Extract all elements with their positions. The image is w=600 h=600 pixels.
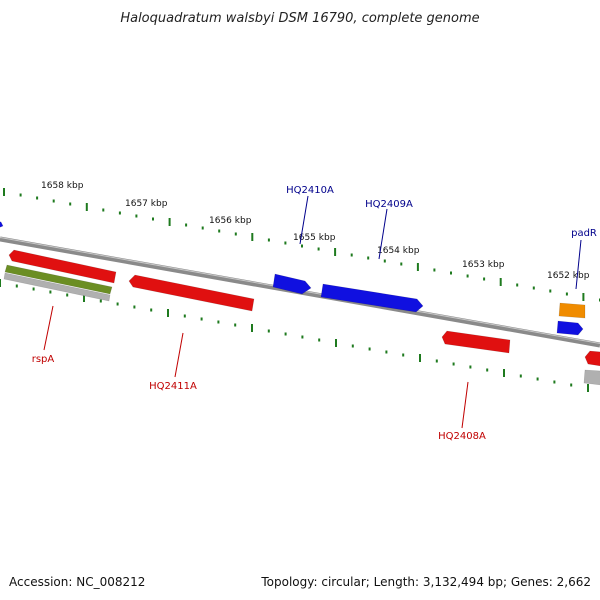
leader-padR [575, 239, 582, 290]
label-HQ2408A[interactable]: HQ2408A [438, 431, 486, 442]
outer-tick-ring [3, 188, 600, 302]
gene-HQ2409A[interactable] [320, 283, 424, 313]
label-HQ2410A[interactable]: HQ2410A [286, 185, 334, 196]
label-leaders [43, 195, 582, 429]
gene-HQ2411A[interactable] [128, 274, 255, 312]
label-padR[interactable]: padR [571, 228, 597, 239]
tick-labels: 1658 kbp 1657 kbp 1656 kbp 1655 kbp 1654… [41, 181, 590, 281]
map-title: Haloquadratum walsbyi DSM 16790, complet… [120, 11, 479, 26]
gene-padR[interactable] [558, 302, 586, 319]
tick-label-1655: 1655 kbp [293, 233, 336, 243]
gene-HQ2408A[interactable] [441, 330, 511, 354]
tick-label-1656: 1656 kbp [209, 216, 252, 226]
gene-labels: HQ2410A HQ2409A padR rspA HQ2411A HQ2408… [32, 185, 597, 442]
feature-track [0, 221, 600, 386]
feature-olive[interactable] [4, 264, 113, 295]
gene-reverse-right-edge[interactable] [584, 350, 600, 367]
leader-HQ2408A [461, 381, 469, 429]
leader-HQ2409A [378, 208, 388, 260]
leader-HQ2411A [174, 332, 184, 378]
gene-rspA[interactable] [8, 249, 117, 284]
leader-HQ2410A [299, 195, 309, 245]
inner-tick-ring [0, 279, 589, 392]
summary-text: Topology: circular; Length: 3,132,494 bp… [260, 575, 591, 589]
tick-label-1658: 1658 kbp [41, 181, 84, 191]
leader-rspA [43, 305, 54, 351]
gene-forward-edge[interactable] [0, 221, 4, 228]
accession-text: Accession: NC_008212 [9, 575, 145, 589]
label-HQ2409A[interactable]: HQ2409A [365, 199, 413, 210]
tick-label-1654: 1654 kbp [377, 246, 420, 256]
gene-forward-right[interactable] [556, 320, 584, 336]
tick-label-1657: 1657 kbp [125, 199, 168, 209]
label-rspA[interactable]: rspA [32, 354, 55, 365]
tick-label-1652: 1652 kbp [547, 271, 590, 281]
label-HQ2411A[interactable]: HQ2411A [149, 381, 197, 392]
tick-label-1653: 1653 kbp [462, 260, 505, 270]
feature-grey[interactable] [3, 272, 111, 302]
gene-HQ2410A[interactable] [272, 273, 312, 295]
feature-grey-right-edge[interactable] [583, 369, 600, 386]
